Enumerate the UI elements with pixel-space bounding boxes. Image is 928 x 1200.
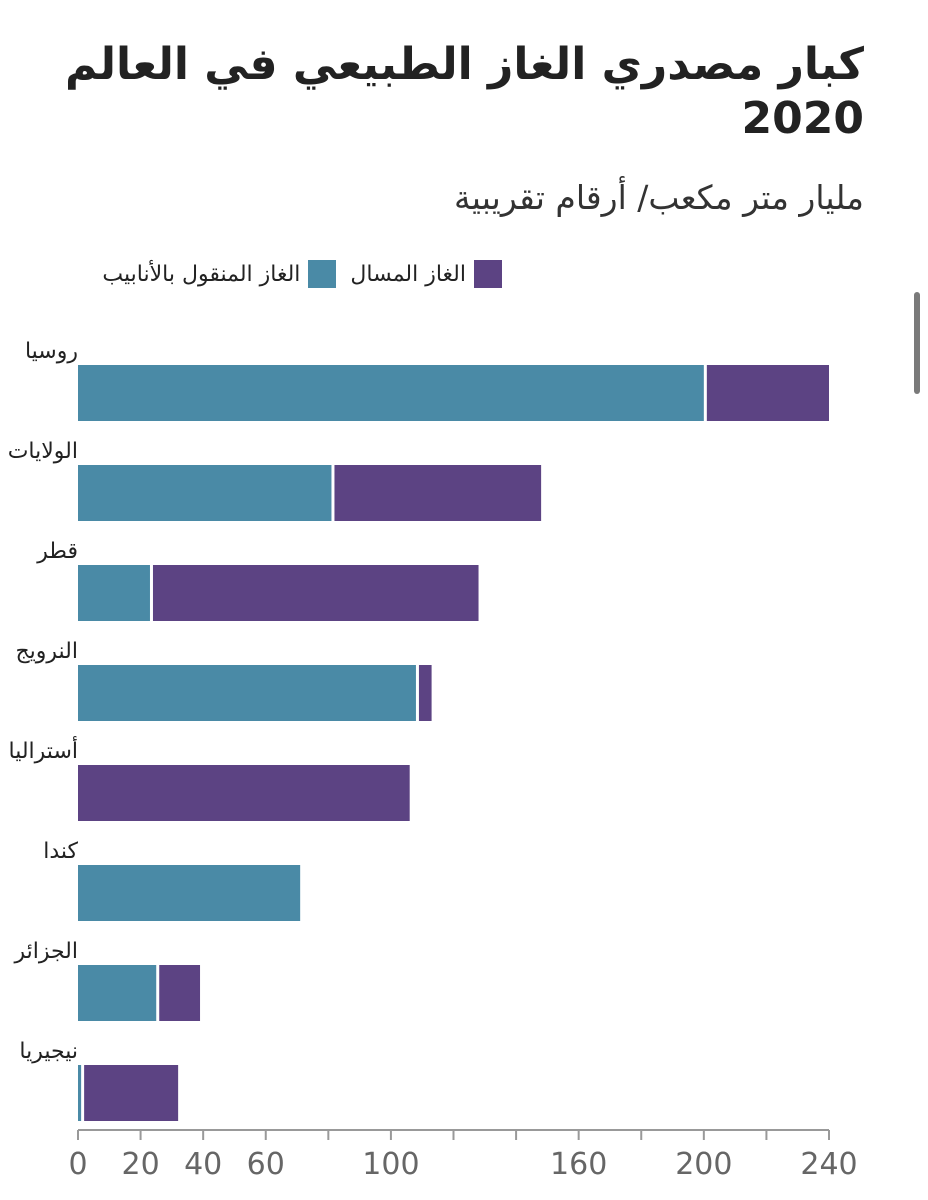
legend-label-pipeline: الغاز المنقول بالأنابيب <box>102 261 301 287</box>
chart-title: كبار مصدري الغاز الطبيعي في العالم 2020 <box>64 39 864 144</box>
legend-item-lng: الغاز المسال <box>350 260 502 288</box>
bar-lng <box>84 1065 179 1121</box>
bar-lng <box>334 465 542 521</box>
category-label: نيجيريا <box>19 1039 78 1064</box>
category-label: روسيا <box>25 339 78 364</box>
bar-pipeline <box>78 665 416 721</box>
x-tick-label: 240 <box>800 1147 857 1182</box>
scrollbar[interactable] <box>914 292 920 394</box>
bar-lng <box>159 965 201 1021</box>
bar-pipeline <box>78 1065 82 1121</box>
bar-lng <box>706 365 829 421</box>
legend-swatch-lng <box>474 260 502 288</box>
x-tick-label: 20 <box>121 1147 159 1182</box>
bar-pipeline <box>78 365 704 421</box>
bar-lng <box>78 765 410 821</box>
category-label: النرويج <box>15 639 78 664</box>
bar-pipeline <box>78 465 332 521</box>
category-label: كندا <box>43 839 78 864</box>
category-label: الولايات المتحدة <box>0 439 78 464</box>
legend: الغاز المسال الغاز المنقول بالأنابيب <box>102 256 502 292</box>
x-tick-label: 160 <box>550 1147 607 1182</box>
x-tick-label: 40 <box>184 1147 222 1182</box>
bar-pipeline <box>78 865 301 921</box>
bar-pipeline <box>78 965 157 1021</box>
legend-item-pipeline: الغاز المنقول بالأنابيب <box>102 260 337 288</box>
x-tick-label: 60 <box>247 1147 285 1182</box>
legend-swatch-pipeline <box>308 260 337 288</box>
bar-pipeline <box>78 565 150 621</box>
x-tick-label: 100 <box>362 1147 419 1182</box>
category-label: أستراليا <box>9 736 78 764</box>
x-tick-label: 200 <box>675 1147 732 1182</box>
chart-subtitle: مليار متر مكعب/ أرقام تقريبية <box>454 178 864 217</box>
bar-lng <box>152 565 479 621</box>
category-label: قطر <box>36 539 78 564</box>
legend-label-lng: الغاز المسال <box>350 261 466 287</box>
bar-lng <box>418 665 432 721</box>
category-label: الجزائر <box>13 939 78 964</box>
x-tick-label: 0 <box>68 1147 87 1182</box>
